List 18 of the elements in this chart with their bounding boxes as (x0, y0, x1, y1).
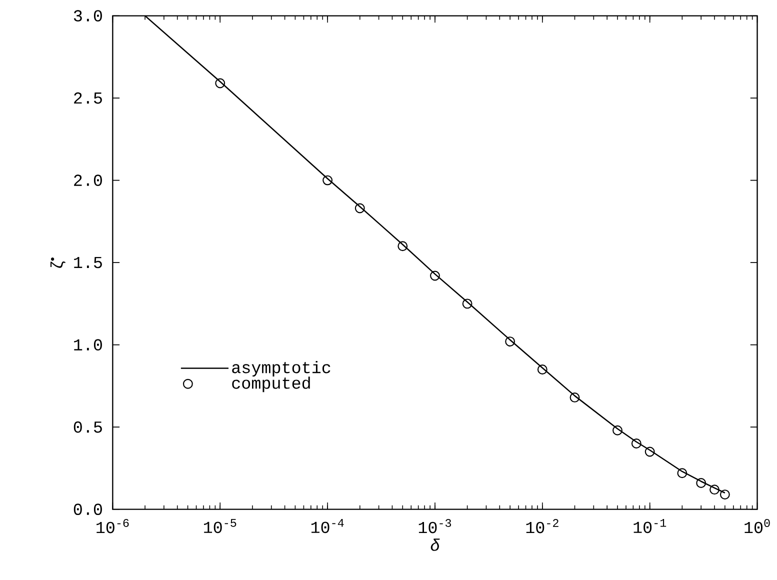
y-tick-label: 0.0 (74, 503, 102, 515)
y-tick-label: 1.0 (74, 338, 102, 350)
y-axis-title: ζ$^{•}$ (50, 257, 66, 268)
x-tick-label: 10$^{-6}$ (96, 518, 129, 533)
legend-label: asymptotic (232, 360, 330, 376)
x-tick-label: 10$^{-4}$ (311, 518, 344, 533)
x-tick-label: 10$^{0}$ (744, 518, 770, 533)
y-tick-label: 0.5 (74, 421, 102, 433)
y-tick-label: 2.5 (74, 92, 102, 104)
x-tick-label: 10$^{-3}$ (418, 518, 452, 533)
y-tick-label: 1.5 (74, 256, 102, 268)
x-tick-label: 10$^{-5}$ (204, 518, 236, 533)
y-tick-label: 2.0 (74, 174, 102, 186)
legend-label: computed (232, 376, 310, 392)
y-tick-label: 3.0 (74, 10, 102, 22)
x-tick-label: 10$^{-2}$ (526, 518, 558, 533)
x-axis-title: δ (430, 538, 440, 551)
x-tick-label: 10$^{-1}$ (634, 518, 666, 533)
